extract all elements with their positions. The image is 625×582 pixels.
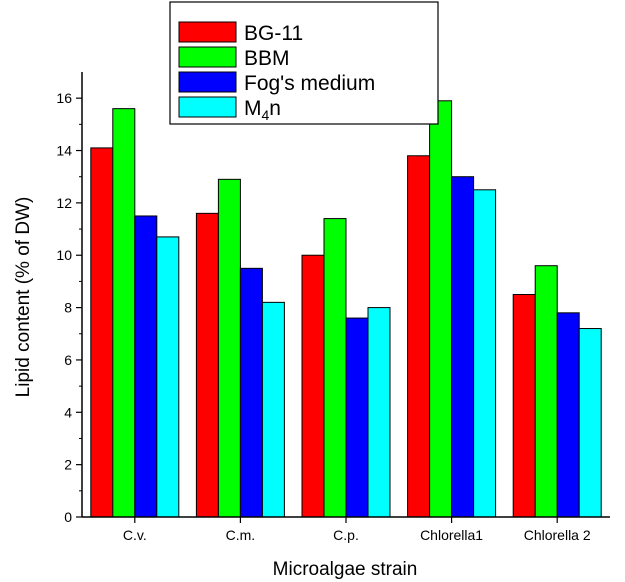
bar (134, 215, 158, 518)
x-tick-label: Chlorella1 (420, 527, 483, 543)
bar (512, 294, 536, 518)
y-ticks-group: 0 2 4 6 8 10 12 14 16 (56, 90, 82, 525)
bar (473, 189, 497, 518)
bars-group (90, 100, 602, 518)
legend-swatch (178, 96, 237, 118)
bar (156, 236, 180, 518)
y-tick-label: 4 (64, 404, 72, 420)
y-tick-label: 16 (56, 90, 72, 106)
x-tick-label: C.p. (333, 527, 359, 543)
x-tick-label: C.v. (123, 527, 147, 543)
y-tick-label: 10 (56, 247, 72, 263)
legend-label: BBM (244, 47, 290, 70)
bar (345, 317, 369, 518)
legend-label: Fog's medium (244, 72, 375, 95)
bar (578, 328, 602, 518)
bar (556, 312, 580, 518)
bar (407, 155, 431, 518)
bar (112, 108, 136, 518)
y-tick-label: 12 (56, 195, 72, 211)
x-tick-label: C.m. (226, 527, 256, 543)
legend-swatch (178, 21, 237, 43)
x-ticks-group: C.v. C.m. C.p. Chlorella1 Chlorella 2 (123, 517, 591, 543)
y-tick-label: 0 (64, 509, 72, 525)
bar (323, 218, 347, 518)
legend-swatch (178, 46, 237, 68)
bar (429, 100, 453, 518)
y-tick-label: 6 (64, 352, 72, 368)
bar (90, 147, 114, 518)
bar (261, 301, 285, 518)
y-axis-title: Lipid content (% of DW) (13, 197, 34, 398)
x-tick-label: Chlorella 2 (524, 527, 591, 543)
y-tick-label: 2 (64, 457, 72, 473)
bar (451, 176, 475, 518)
bar (239, 267, 263, 518)
y-tick-label: 14 (56, 143, 72, 159)
x-axis-title: Microalgae strain (273, 559, 418, 580)
legend-label: BG-11 (244, 22, 303, 45)
bar (301, 254, 325, 518)
bar (195, 212, 219, 518)
legend-swatch (178, 71, 237, 93)
bar (367, 307, 391, 518)
bar (534, 265, 558, 518)
y-tick-label: 8 (64, 300, 72, 316)
bar (217, 178, 241, 518)
